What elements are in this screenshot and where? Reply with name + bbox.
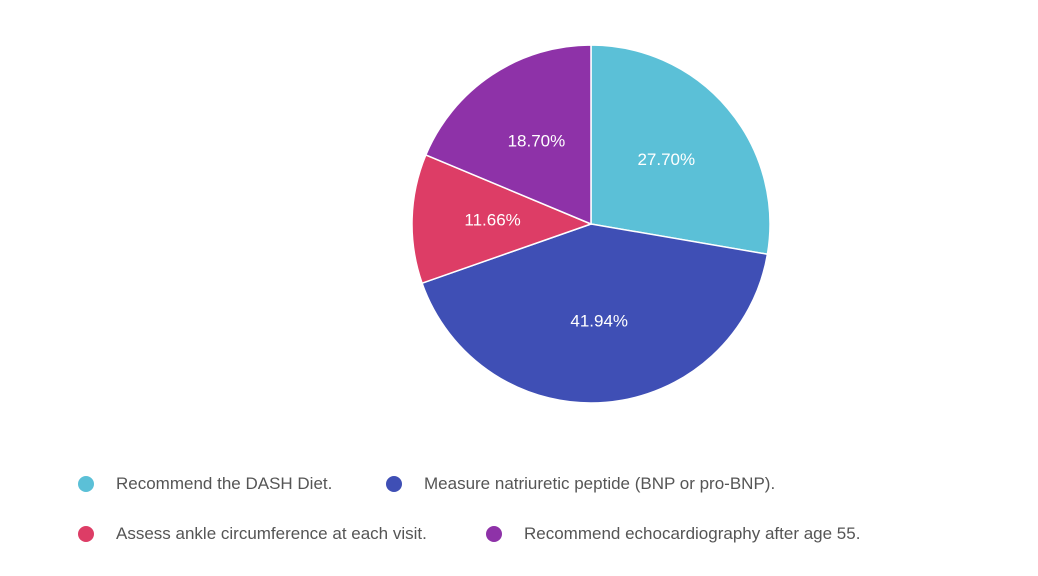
legend-label: Recommend echocardiography after age 55. — [524, 524, 861, 543]
legend-dot-icon — [78, 526, 94, 542]
legend-item-dash-diet[interactable]: Recommend the DASH Diet. — [78, 474, 332, 494]
slice-label-echocardiography: 18.70% — [508, 132, 566, 151]
pie-slice-ankle-circumference[interactable] — [411, 153, 594, 285]
slice-label-dash-diet: 27.70% — [637, 150, 695, 169]
legend-item-ankle-circumference[interactable]: Assess ankle circumference at each visit… — [78, 524, 427, 544]
legend-label: Measure natriuretic peptide (BNP or pro-… — [424, 474, 776, 493]
pie-slice-echocardiography[interactable] — [424, 44, 592, 226]
legend-label: Recommend the DASH Diet. — [116, 474, 333, 493]
legend-item-echocardiography[interactable]: Recommend echocardiography after age 55. — [486, 524, 860, 544]
legend-label: Assess ankle circumference at each visit… — [116, 524, 427, 543]
legend-dot-icon — [486, 526, 502, 542]
legend-dot-icon — [386, 476, 402, 492]
pie-slice-natriuretic-peptide[interactable] — [421, 223, 769, 404]
slice-label-ankle-circumference: 11.66% — [464, 211, 520, 230]
slice-label-natriuretic-peptide: 41.94% — [570, 312, 628, 331]
legend-item-natriuretic-peptide[interactable]: Measure natriuretic peptide (BNP or pro-… — [386, 474, 775, 494]
pie-slice-dash-diet[interactable] — [590, 44, 771, 256]
legend-dot-icon — [78, 476, 94, 492]
